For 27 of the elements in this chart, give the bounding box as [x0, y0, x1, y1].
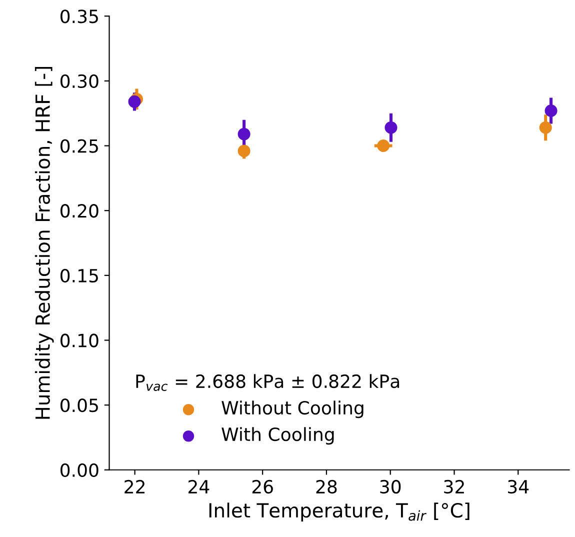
point	[128, 95, 141, 108]
point	[238, 144, 250, 158]
legend-label: Without Cooling	[222, 400, 364, 418]
x-axis-title: Inlet Temperature, T$_{air}$ [°C]	[209, 502, 470, 522]
x-tick-label: 30	[380, 480, 401, 494]
y-tick-label: 0.30	[60, 74, 98, 88]
point	[544, 104, 558, 118]
x-tick-label: 32	[444, 480, 464, 494]
y-tick-label: 0.05	[60, 398, 98, 412]
y-tick-label: 0.35	[60, 10, 98, 24]
point	[539, 121, 552, 134]
x-tick-label: 34	[508, 480, 529, 494]
y-tick-label: 0.15	[60, 268, 98, 283]
x-tick-label: 26	[252, 480, 273, 494]
x-tick-label: 28	[316, 480, 337, 494]
y-tick-label: 0.25	[60, 139, 98, 153]
y-tick-label: 0.10	[60, 334, 98, 348]
y-tick-label: 0.00	[60, 463, 98, 477]
point	[384, 121, 398, 134]
y-tick-label: 0.20	[60, 204, 98, 218]
point	[377, 140, 390, 152]
point	[238, 128, 250, 140]
x-tick-label: 24	[188, 480, 210, 494]
x-tick-label: 22	[124, 480, 144, 494]
y-axis-title: Humidity Reduction Fraction, HRF [-]	[34, 66, 54, 419]
legend-title: P$_{vac}$ = 2.688 kPa ± 0.822 kPa	[136, 374, 400, 391]
legend-label: With Cooling	[222, 427, 334, 445]
